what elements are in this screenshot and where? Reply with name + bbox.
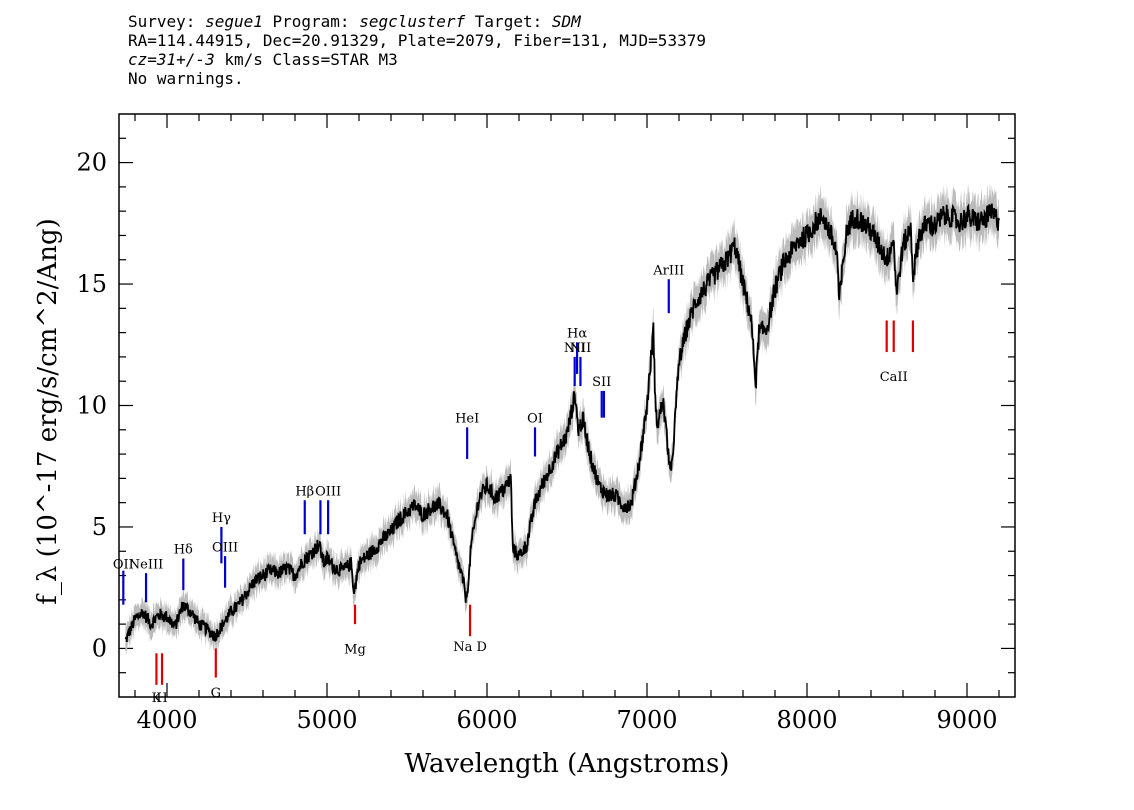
spectral-line-label: G: [211, 686, 221, 701]
spectral-line-label: K: [152, 691, 162, 706]
spectral-line-label: NeIII: [129, 557, 163, 572]
header-line-survey: Survey: segue1 Program: segclusterf Targ…: [128, 12, 706, 31]
spectral-line-label: CaII: [880, 370, 908, 385]
y-tick-label: 5: [92, 513, 107, 541]
spectral-line-label: OII: [113, 557, 134, 572]
x-tick-label: 5000: [296, 706, 357, 734]
spectral-line-label: NII: [564, 341, 586, 356]
header-line-warnings: No warnings.: [128, 69, 244, 88]
spectral-line-label: OIII: [315, 484, 341, 499]
spectral-line-label: Mg: [344, 642, 366, 657]
y-tick-label: 15: [76, 270, 107, 298]
spectral-line-label: ArIII: [652, 263, 684, 278]
target-label: Target:: [465, 12, 552, 31]
spectral-line-label: H: [156, 691, 167, 706]
survey-label: Survey:: [128, 12, 206, 31]
error-band: [125, 182, 999, 656]
header-line-coords: RA=114.44915, Dec=20.91329, Plate=2079, …: [128, 31, 706, 50]
plot-frame: [118, 113, 1016, 698]
program-label: Program:: [262, 12, 360, 31]
x-tick-label: 6000: [456, 706, 517, 734]
program-value: segclusterf: [359, 12, 466, 31]
y-tick-label: 0: [92, 634, 107, 662]
spectral-line-label: SII: [592, 375, 611, 390]
spectrum-line: [124, 203, 1000, 642]
spectral-line-label: Hγ: [212, 511, 231, 526]
x-tick-label: 4000: [136, 706, 197, 734]
spectral-line-label: Hδ: [174, 543, 193, 558]
y-tick-label: 20: [76, 149, 107, 177]
y-axis-title: f_λ (10^-17 erg/s/cm^2/Ang): [33, 218, 63, 604]
spectral-line-label: HeI: [455, 412, 479, 427]
x-tick-label: 9000: [936, 706, 997, 734]
axis-titles: Wavelength (Angstroms) f_λ (10^-17 erg/s/…: [33, 218, 729, 779]
error-band-layer: [125, 182, 999, 656]
spectral-line-label: NII: [570, 341, 592, 356]
survey-value: segue1: [205, 12, 263, 31]
spectral-line-label: Hα: [567, 326, 587, 341]
cz-value: cz=31+/-3: [128, 50, 215, 69]
axes-layer: 4000 5000 6000 7000 8000 9000 0 5 10 15 20: [76, 113, 1016, 734]
spectral-line-label: OI: [527, 412, 543, 427]
y-tick-label: 10: [76, 392, 107, 420]
header-line-redshift: cz=31+/-3 km/s Class=STAR M3: [128, 50, 706, 69]
cz-unit-class: km/s Class=STAR M3: [214, 50, 398, 69]
x-tick-label: 7000: [616, 706, 677, 734]
spectral-line-label: OIII: [212, 540, 238, 555]
spectrum-header: Survey: segue1 Program: segclusterf Targ…: [128, 12, 706, 88]
x-axis-title: Wavelength (Angstroms): [405, 749, 730, 779]
x-tick-label: 8000: [776, 706, 837, 734]
target-value: SDM: [551, 12, 581, 31]
spectral-line-label: Hβ: [295, 484, 314, 499]
spectral-line-label: Na D: [453, 640, 487, 655]
spectrum-layer: [124, 203, 1000, 642]
